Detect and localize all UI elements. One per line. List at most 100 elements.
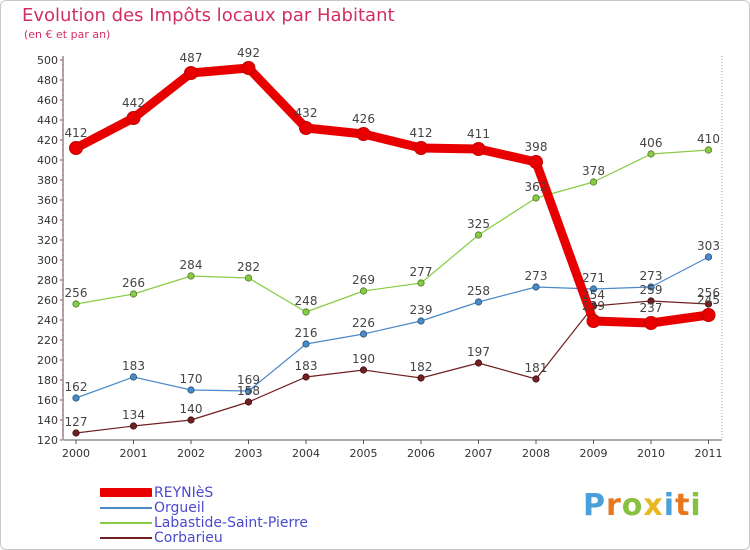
data-label: 226 <box>352 316 375 330</box>
data-label: 432 <box>295 106 318 120</box>
data-point <box>187 386 195 394</box>
data-label: 412 <box>410 126 433 140</box>
legend-swatch <box>100 506 152 509</box>
data-point <box>299 121 313 135</box>
chart-title: Evolution des Impôts locaux par Habitant <box>22 5 395 26</box>
data-point <box>302 308 310 316</box>
x-tick-label: 2011 <box>695 447 723 460</box>
x-tick-label: 2001 <box>120 447 148 460</box>
y-tick-label: 260 <box>37 294 58 307</box>
data-point <box>474 359 483 367</box>
data-label: 412 <box>65 126 88 140</box>
data-point <box>72 300 80 308</box>
logo-letter: r <box>606 488 622 523</box>
logo-letter: i <box>663 488 676 523</box>
data-point <box>187 416 195 424</box>
data-label: 254 <box>582 288 605 302</box>
data-label: 158 <box>237 384 260 398</box>
chart-subtitle: (en € et par an) <box>24 28 111 41</box>
data-label: 277 <box>410 265 433 279</box>
data-label: 273 <box>640 269 663 283</box>
data-label: 398 <box>525 140 548 154</box>
data-point <box>532 375 540 383</box>
y-tick-label: 340 <box>37 214 58 227</box>
y-tick-label: 400 <box>37 154 58 167</box>
data-point <box>647 283 655 291</box>
data-point <box>359 287 368 295</box>
logo-letter: P <box>583 488 606 523</box>
y-tick-label: 460 <box>37 94 58 107</box>
data-point <box>184 66 198 80</box>
data-point <box>589 178 598 186</box>
y-tick-label: 140 <box>37 414 58 427</box>
data-label: 269 <box>352 273 375 287</box>
data-label: 266 <box>122 276 145 290</box>
data-label: 183 <box>122 359 145 373</box>
data-point <box>532 194 540 202</box>
data-label: 181 <box>525 361 548 375</box>
x-tick-label: 2005 <box>350 447 378 460</box>
data-label: 362 <box>525 180 548 194</box>
data-point <box>187 272 195 280</box>
data-point <box>69 141 83 155</box>
y-tick-label: 480 <box>37 74 58 87</box>
legend-label: Corbarieu <box>154 529 223 546</box>
data-label: 378 <box>582 164 605 178</box>
data-point <box>129 290 138 298</box>
data-point <box>704 146 713 154</box>
data-point <box>704 253 713 261</box>
legend-item: Orgueil <box>100 499 205 516</box>
line-chart: 120 140 160 180 200 220 240 260 280 300 320 340 360 3… <box>37 46 723 460</box>
y-tick-label: 420 <box>37 134 58 147</box>
legend-swatch <box>100 521 152 524</box>
axes: 120 140 160 180 200 220 240 260 280 300 320 340 360 3… <box>37 54 723 460</box>
data-point <box>126 111 141 125</box>
data-point <box>244 274 253 282</box>
data-point <box>471 142 486 156</box>
logo-letter: x <box>643 488 664 523</box>
data-label: 492 <box>237 46 260 60</box>
data-point <box>72 429 80 437</box>
logo-letter: i <box>690 488 702 523</box>
x-tick-label: 2007 <box>465 447 493 460</box>
y-tick-label: 220 <box>37 334 58 347</box>
series-line <box>75 256 710 399</box>
data-point <box>414 141 428 155</box>
data-point <box>241 61 256 75</box>
data-label: 426 <box>352 112 375 126</box>
y-tick-label: 360 <box>37 194 58 207</box>
data-label: 271 <box>582 271 605 285</box>
x-tick-label: 2009 <box>580 447 608 460</box>
data-label: 259 <box>640 283 663 297</box>
data-label: 284 <box>180 258 203 272</box>
y-tick-label: 320 <box>37 234 58 247</box>
data-label: 406 <box>640 136 663 150</box>
data-point <box>586 314 601 328</box>
data-label: 303 <box>697 239 720 253</box>
legend-item: Labastide-Saint-Pierre <box>100 515 308 531</box>
data-label: 216 <box>295 326 318 340</box>
data-point <box>474 231 483 239</box>
data-point <box>417 279 425 287</box>
data-point <box>647 150 655 158</box>
y-tick-label: 280 <box>37 274 58 287</box>
data-label: 256 <box>65 286 88 300</box>
data-point <box>359 366 368 374</box>
x-tick-label: 2004 <box>292 447 320 460</box>
x-tick-label: 2010 <box>637 447 665 460</box>
x-tick-label: 2002 <box>177 447 205 460</box>
legend-label: Orgueil <box>154 499 205 516</box>
y-tick-label: 160 <box>37 394 58 407</box>
data-point <box>359 330 368 338</box>
data-point <box>417 374 425 382</box>
y-tick-label: 440 <box>37 114 58 127</box>
legend-item: REYNIèS <box>100 485 213 501</box>
data-point <box>356 127 371 141</box>
proxiti-logo: Proxiti <box>583 488 702 523</box>
data-label: 162 <box>65 380 88 394</box>
legend-swatch <box>100 536 152 539</box>
series-layer <box>69 61 716 437</box>
y-tick-label: 380 <box>37 174 58 187</box>
